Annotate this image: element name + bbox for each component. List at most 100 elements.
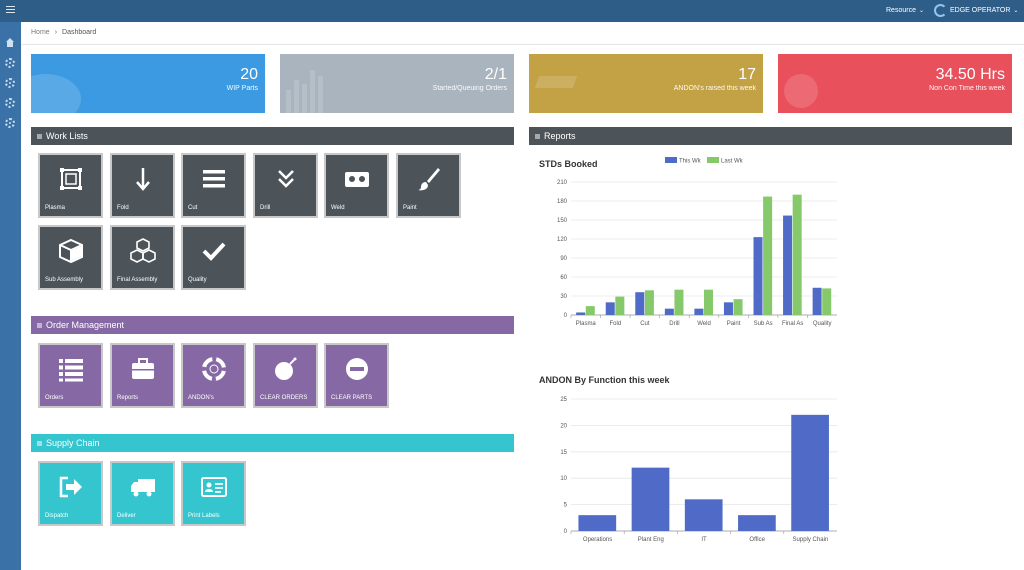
legend-label: Last Wk [721, 159, 744, 165]
supply-chain-header: Supply Chain [31, 434, 514, 452]
bar [783, 215, 793, 315]
bar [753, 237, 763, 315]
tile-orders[interactable]: Orders [38, 343, 103, 408]
tile-label: Dispatch [45, 513, 69, 519]
tile-label: Cut [188, 205, 198, 211]
panel-title: Work Lists [46, 131, 88, 141]
tile-label: Weld [331, 205, 345, 211]
bar [733, 299, 743, 315]
card-background-shape [286, 90, 291, 113]
bar [664, 308, 674, 315]
panel-title: Order Management [46, 320, 125, 330]
card-background-shape [294, 80, 299, 113]
card-background-shape [302, 84, 307, 113]
bar [674, 289, 684, 315]
tile-label: Reports [117, 395, 139, 401]
y-tick-label: 150 [557, 218, 568, 224]
tile-paint[interactable]: Paint [396, 153, 461, 218]
tile-final-assembly[interactable]: Final Assembly [110, 225, 175, 290]
y-tick-label: 210 [557, 180, 568, 186]
home-icon[interactable] [5, 38, 15, 48]
y-tick-label: 120 [557, 237, 568, 243]
bar [704, 289, 714, 315]
x-tick-label: Supply Chain [793, 537, 829, 543]
arrow-down-icon [135, 168, 150, 191]
tile-label: Deliver [117, 513, 136, 519]
tile-label: Quality [188, 277, 207, 283]
stat-card-orders[interactable]: 2/1 Started/Queuing Orders [280, 54, 514, 113]
resource-dropdown[interactable]: Resource ⌄ [886, 7, 924, 14]
breadcrumb-separator: › [54, 29, 58, 36]
chart-title-stds: STDs Booked [539, 159, 598, 169]
stat-label: Started/Queuing Orders [432, 85, 507, 92]
bar [791, 414, 829, 531]
y-tick-label: 20 [560, 423, 567, 429]
stat-label: ANDON's raised this week [673, 85, 756, 92]
bar [822, 288, 832, 315]
x-tick-label: IT [701, 537, 707, 543]
tile-plasma[interactable]: Plasma [38, 153, 103, 218]
operator-logo-icon [934, 4, 947, 17]
life-ring-icon [201, 357, 226, 381]
stat-card-andons[interactable]: 17 ANDON's raised this week [529, 54, 763, 113]
tile-cut[interactable]: Cut [181, 153, 246, 218]
gear-icon[interactable] [5, 78, 15, 88]
tile-clear-orders[interactable]: CLEAR ORDERS [253, 343, 318, 408]
id-card-icon [200, 477, 227, 497]
y-tick-label: 30 [560, 294, 567, 300]
hamburger-menu-icon[interactable] [6, 6, 15, 15]
tile-deliver[interactable]: Deliver [110, 461, 175, 526]
truck-icon [37, 440, 42, 446]
stat-card-non-con-time[interactable]: 34.50 Hrs Non Con Time this week [778, 54, 1012, 113]
paintbrush-icon [417, 168, 440, 191]
tile-clear-parts[interactable]: CLEAR PARTS [324, 343, 389, 408]
work-lists-header: Work Lists [31, 127, 514, 145]
order-management-header: Order Management [31, 316, 514, 334]
tile-weld[interactable]: Weld [324, 153, 389, 218]
bar [738, 515, 776, 531]
reports-header: Reports [529, 127, 1012, 145]
cube-icon [58, 238, 83, 264]
gear-icon[interactable] [5, 58, 15, 68]
x-tick-label: Sub As [754, 321, 773, 327]
stat-card-wip-parts[interactable]: 20 WIP Parts [31, 54, 265, 113]
cubes-icon [129, 238, 156, 263]
x-tick-label: Operations [583, 537, 612, 543]
stat-value: 34.50 Hrs [935, 66, 1005, 83]
tile-andons[interactable]: ANDON's [181, 343, 246, 408]
bar [631, 467, 670, 531]
panel-title: Supply Chain [46, 438, 100, 448]
tile-quality[interactable]: Quality [181, 225, 246, 290]
card-background-shape [310, 70, 315, 113]
bar [615, 296, 625, 315]
breadcrumb-home[interactable]: Home [31, 29, 50, 36]
bar [763, 196, 773, 315]
tile-fold[interactable]: Fold [110, 153, 175, 218]
sign-out-icon [59, 476, 82, 498]
y-tick-label: 5 [564, 503, 568, 509]
andon-function-chart: 0 5 10 15 20 25 Operations Plant Eng IT Office Sup… [560, 397, 837, 543]
tile-dispatch[interactable]: Dispatch [38, 461, 103, 526]
x-tick-label: Drill [669, 321, 679, 327]
stat-label: Non Con Time this week [929, 85, 1005, 92]
bar [644, 290, 654, 315]
chart-title-andon: ANDON By Function this week [539, 375, 670, 385]
gear-icon[interactable] [5, 118, 15, 128]
x-tick-label: Paint [727, 321, 741, 327]
bars-icon [202, 170, 225, 188]
tile-label: Final Assembly [117, 277, 158, 283]
legend-swatch [707, 157, 719, 163]
tile-sub-assembly[interactable]: Sub Assembly [38, 225, 103, 290]
tile-reports[interactable]: Reports [110, 343, 175, 408]
breadcrumb: Home › Dashboard [31, 29, 96, 36]
y-tick-label: 0 [564, 313, 568, 319]
x-tick-label: Plasma [576, 321, 597, 327]
tile-drill[interactable]: Drill [253, 153, 318, 218]
y-tick-label: 0 [564, 529, 568, 535]
bar [694, 308, 704, 315]
double-chevron-down-icon [277, 170, 294, 188]
tile-print-labels[interactable]: Print Labels [181, 461, 246, 526]
operator-dropdown[interactable]: EDGE OPERATOR ⌄ [934, 4, 1018, 17]
gear-icon[interactable] [5, 98, 15, 108]
x-tick-label: Weld [697, 321, 711, 327]
